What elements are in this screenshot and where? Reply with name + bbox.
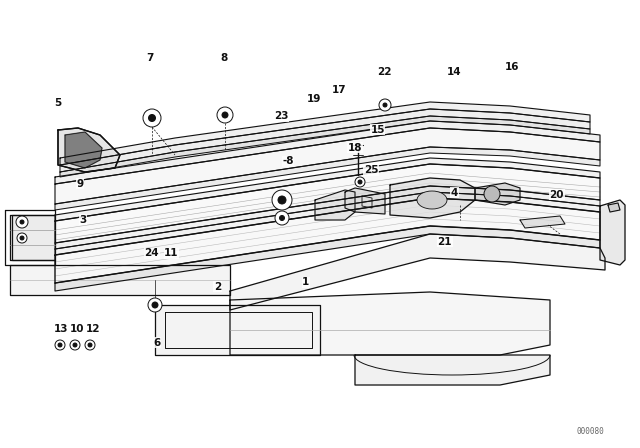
Polygon shape — [55, 186, 600, 249]
Circle shape — [58, 343, 62, 347]
Polygon shape — [55, 121, 600, 184]
Polygon shape — [60, 116, 590, 177]
Text: 14: 14 — [447, 67, 461, 77]
Circle shape — [143, 109, 161, 127]
Polygon shape — [230, 292, 550, 355]
Circle shape — [152, 302, 158, 308]
Text: 21: 21 — [438, 237, 452, 247]
Polygon shape — [10, 265, 230, 295]
Text: 15: 15 — [371, 125, 385, 135]
Polygon shape — [315, 190, 355, 220]
Polygon shape — [155, 305, 320, 355]
Circle shape — [17, 233, 27, 243]
Text: 11: 11 — [164, 248, 179, 258]
Text: -8: -8 — [282, 156, 294, 166]
Text: 12: 12 — [86, 324, 100, 334]
Polygon shape — [475, 183, 520, 205]
Circle shape — [148, 298, 162, 312]
Polygon shape — [608, 203, 620, 212]
Polygon shape — [58, 128, 120, 172]
Text: 23: 23 — [275, 112, 289, 121]
Circle shape — [278, 196, 286, 204]
Polygon shape — [55, 226, 600, 291]
Polygon shape — [55, 158, 600, 221]
Polygon shape — [230, 234, 605, 310]
Polygon shape — [345, 188, 385, 214]
Circle shape — [70, 340, 80, 350]
Circle shape — [280, 215, 285, 220]
Text: 8: 8 — [220, 53, 228, 63]
Text: 16: 16 — [505, 62, 519, 72]
Circle shape — [383, 103, 387, 107]
Circle shape — [275, 211, 289, 225]
Text: 13: 13 — [54, 324, 68, 334]
Text: 1: 1 — [302, 277, 310, 287]
Ellipse shape — [417, 191, 447, 209]
Circle shape — [358, 180, 362, 184]
Circle shape — [20, 236, 24, 240]
Text: 9: 9 — [76, 179, 84, 189]
Text: 5: 5 — [54, 98, 61, 108]
Polygon shape — [55, 164, 600, 243]
Text: 17: 17 — [332, 85, 346, 95]
Circle shape — [55, 340, 65, 350]
Text: 18: 18 — [348, 143, 362, 153]
Polygon shape — [55, 128, 600, 204]
Polygon shape — [600, 200, 625, 265]
Text: 22: 22 — [377, 67, 391, 77]
Text: 24: 24 — [145, 248, 159, 258]
Circle shape — [272, 190, 292, 210]
Text: 20: 20 — [550, 190, 564, 200]
Polygon shape — [60, 102, 590, 165]
Circle shape — [20, 220, 24, 224]
Polygon shape — [55, 192, 600, 255]
Polygon shape — [520, 216, 565, 228]
Circle shape — [73, 343, 77, 347]
Text: 4: 4 — [451, 188, 458, 198]
Circle shape — [88, 343, 92, 347]
Circle shape — [85, 340, 95, 350]
Circle shape — [379, 99, 391, 111]
Text: 3: 3 — [79, 215, 87, 224]
Circle shape — [222, 112, 228, 118]
Polygon shape — [362, 196, 372, 208]
Text: 2: 2 — [214, 282, 221, 292]
Circle shape — [16, 216, 28, 228]
Text: 7: 7 — [147, 53, 154, 63]
Circle shape — [484, 186, 500, 202]
Text: 000080: 000080 — [576, 427, 604, 436]
Polygon shape — [355, 355, 550, 385]
Text: 19: 19 — [307, 94, 321, 103]
Polygon shape — [55, 147, 600, 210]
Polygon shape — [60, 109, 590, 172]
Polygon shape — [390, 178, 475, 218]
Circle shape — [148, 115, 156, 121]
Polygon shape — [55, 198, 600, 283]
Polygon shape — [10, 215, 55, 260]
Circle shape — [355, 177, 365, 187]
Text: 25: 25 — [364, 165, 378, 175]
Polygon shape — [65, 132, 102, 168]
Circle shape — [217, 107, 233, 123]
Text: 6: 6 — [153, 338, 161, 348]
Text: 10: 10 — [70, 324, 84, 334]
